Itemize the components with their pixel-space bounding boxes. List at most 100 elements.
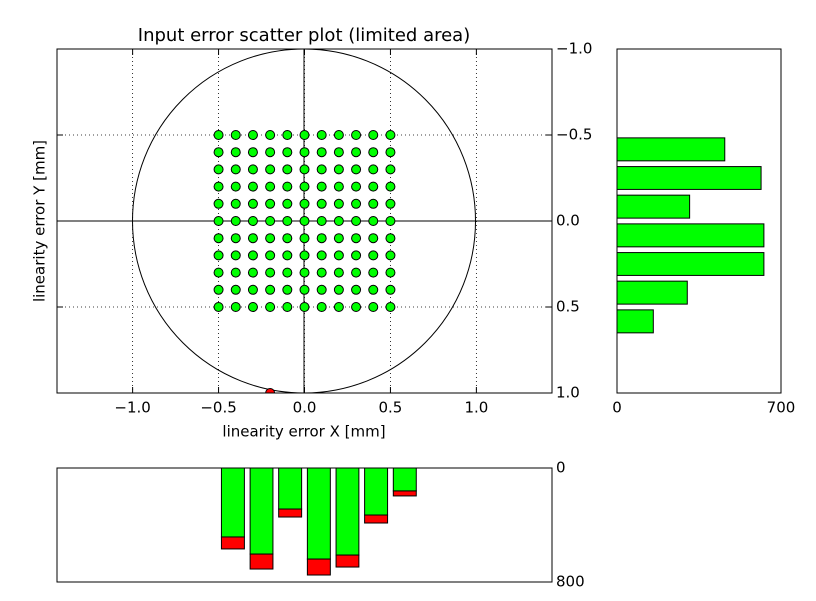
scatter-point <box>247 284 258 295</box>
scatter-point <box>385 216 396 226</box>
scatter-point <box>282 250 293 261</box>
scatter-point <box>385 164 396 175</box>
scatter-point <box>351 284 362 295</box>
scatter-point <box>247 130 258 140</box>
scatter-point <box>299 130 310 140</box>
scatter-point <box>230 147 241 158</box>
histogram-bar <box>392 467 417 492</box>
scatter-point <box>385 181 396 192</box>
histogram-bar <box>278 467 303 510</box>
scatter-point <box>247 250 258 261</box>
x-tick-label: 0.5 <box>379 399 403 417</box>
x-tick-label: −1.0 <box>114 399 150 417</box>
histogram-bar <box>335 554 360 568</box>
scatter-point <box>265 250 276 261</box>
scatter-point <box>385 302 396 312</box>
y-axis-title: linearity error Y [mm] <box>31 140 49 302</box>
x-tick-label: 700 <box>767 399 796 417</box>
histogram-bar <box>220 536 245 550</box>
scatter-point <box>213 233 224 244</box>
histogram-bar <box>364 467 389 516</box>
scatter-point <box>299 267 310 278</box>
scatter-point <box>351 164 362 175</box>
scatter-point <box>299 198 310 209</box>
scatter-point <box>333 216 344 226</box>
scatter-point <box>247 216 258 226</box>
scatter-point <box>265 267 276 278</box>
scatter-point <box>316 302 327 312</box>
scatter-point <box>213 216 224 226</box>
histogram-bar <box>616 137 726 162</box>
y-tick-label: 1.0 <box>556 384 580 402</box>
x-tick-label: 1.0 <box>464 399 488 417</box>
scatter-point <box>265 284 276 295</box>
histogram-bar <box>616 223 765 248</box>
scatter-point <box>265 388 276 393</box>
scatter-point <box>247 233 258 244</box>
scatter-point <box>265 233 276 244</box>
x-tick-label: −0.5 <box>200 399 236 417</box>
scatter-point <box>230 164 241 175</box>
scatter-point <box>333 147 344 158</box>
scatter-point <box>299 284 310 295</box>
scatter-point <box>282 164 293 175</box>
axes-frame <box>616 48 782 394</box>
scatter-point <box>230 130 241 140</box>
scatter-point <box>351 267 362 278</box>
scatter-point <box>333 130 344 140</box>
scatter-point <box>247 164 258 175</box>
x-tick-label: 0.0 <box>293 399 317 417</box>
scatter-point <box>230 250 241 261</box>
scatter-point <box>385 233 396 244</box>
scatter-point <box>368 181 379 192</box>
scatter-point <box>247 181 258 192</box>
scatter-point <box>333 164 344 175</box>
scatter-point <box>368 233 379 244</box>
scatter-point <box>316 198 327 209</box>
scatter-point <box>368 302 379 312</box>
scatter-point <box>333 267 344 278</box>
scatter-point <box>351 130 362 140</box>
plot-area <box>57 49 552 393</box>
histogram-bar <box>616 194 691 219</box>
scatter-point <box>316 164 327 175</box>
scatter-point <box>368 147 379 158</box>
histogram-bar <box>616 252 765 276</box>
histogram-bar <box>616 309 654 334</box>
scatter-point <box>333 302 344 312</box>
scatter-point <box>299 233 310 244</box>
scatter-point <box>385 147 396 158</box>
scatter-point <box>299 250 310 261</box>
scatter-point <box>316 216 327 226</box>
scatter-point <box>385 198 396 209</box>
scatter-point <box>368 198 379 209</box>
scatter-point <box>265 181 276 192</box>
scatter-point <box>368 284 379 295</box>
scatter-point <box>351 250 362 261</box>
scatter-point <box>299 216 310 226</box>
scatter-point <box>282 233 293 244</box>
scatter-point <box>385 267 396 278</box>
scatter-point <box>316 147 327 158</box>
scatter-point <box>316 130 327 140</box>
scatter-point <box>282 284 293 295</box>
scatter-point <box>213 164 224 175</box>
scatter-point <box>247 147 258 158</box>
scatter-point <box>351 216 362 226</box>
scatter-point <box>213 302 224 312</box>
scatter-point <box>351 233 362 244</box>
scatter-point <box>282 147 293 158</box>
scatter-point <box>213 267 224 278</box>
scatter-point <box>368 164 379 175</box>
scatter-point <box>385 284 396 295</box>
histogram-bar <box>616 280 688 305</box>
histogram-bar <box>278 508 303 518</box>
scatter-point <box>333 233 344 244</box>
scatter-point <box>368 250 379 261</box>
scatter-point <box>299 164 310 175</box>
scatter-point <box>299 302 310 312</box>
scatter-point <box>213 130 224 140</box>
scatter-point <box>230 284 241 295</box>
scatter-point <box>368 130 379 140</box>
